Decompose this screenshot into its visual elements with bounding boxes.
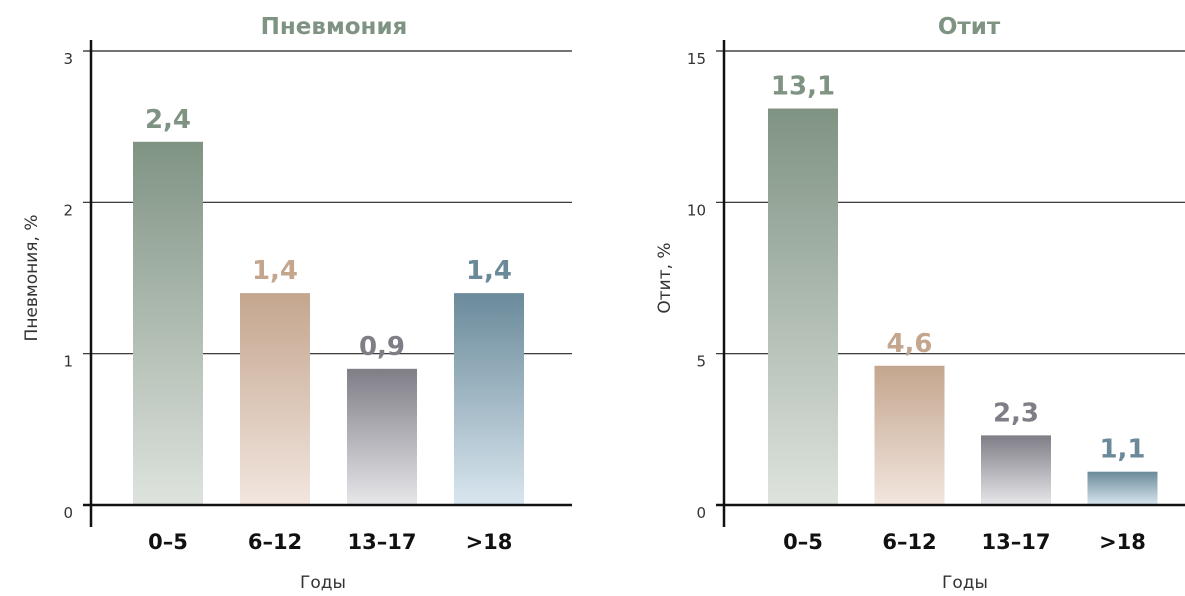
bar-value-label: 1,4 xyxy=(466,256,512,286)
bar xyxy=(347,368,417,505)
x-tick-label: 6–12 xyxy=(882,530,936,554)
y-tick-label: 3 xyxy=(63,50,73,68)
chart-title: Отит xyxy=(938,14,1001,40)
y-tick-label: 2 xyxy=(63,201,73,219)
y-tick-label: 0 xyxy=(696,504,706,522)
bar-value-label: 2,3 xyxy=(993,398,1039,428)
chart-title: Пневмония xyxy=(261,14,408,40)
chart-panel-1: Отит 0 5 10 15 13,1 0–5 4,6 6–12 2,3 13–17 1,1 >18 Го… xyxy=(655,14,1185,593)
bar-value-label: 13,1 xyxy=(771,72,835,102)
y-tick-label: 5 xyxy=(696,353,706,371)
x-axis-label: Годы xyxy=(942,573,988,592)
bar-value-label: 2,4 xyxy=(145,105,191,135)
bar xyxy=(1087,471,1158,505)
bar xyxy=(240,293,310,505)
y-axis-label: Пневмония, % xyxy=(22,215,42,342)
y-tick-label: 0 xyxy=(63,504,73,522)
bar xyxy=(981,435,1051,505)
x-tick-label: 13–17 xyxy=(348,530,417,554)
y-axis-label: Отит, % xyxy=(655,242,675,313)
y-tick-label: 1 xyxy=(63,353,73,371)
bar-value-label: 4,6 xyxy=(886,329,932,359)
x-tick-label: 0–5 xyxy=(783,530,823,554)
x-tick-label: >18 xyxy=(466,530,513,554)
bar-value-label: 0,9 xyxy=(359,332,405,362)
bar xyxy=(454,293,524,505)
chart-panel-0: Пневмония 0 1 2 3 2,4 0–5 1,4 6–12 0,9 13–17 1,4 >18… xyxy=(22,14,572,593)
x-tick-label: 0–5 xyxy=(148,530,188,554)
bar-value-label: 1,4 xyxy=(252,256,298,286)
bar-value-label: 1,1 xyxy=(1099,435,1145,465)
bar xyxy=(874,365,945,505)
x-tick-label: 13–17 xyxy=(982,530,1051,554)
x-tick-label: 6–12 xyxy=(248,530,302,554)
bar xyxy=(133,141,203,506)
y-tick-label: 15 xyxy=(687,50,706,68)
x-tick-label: >18 xyxy=(1099,530,1146,554)
y-tick-label: 10 xyxy=(687,201,706,219)
x-axis-label: Годы xyxy=(300,573,346,592)
bar xyxy=(768,108,838,506)
